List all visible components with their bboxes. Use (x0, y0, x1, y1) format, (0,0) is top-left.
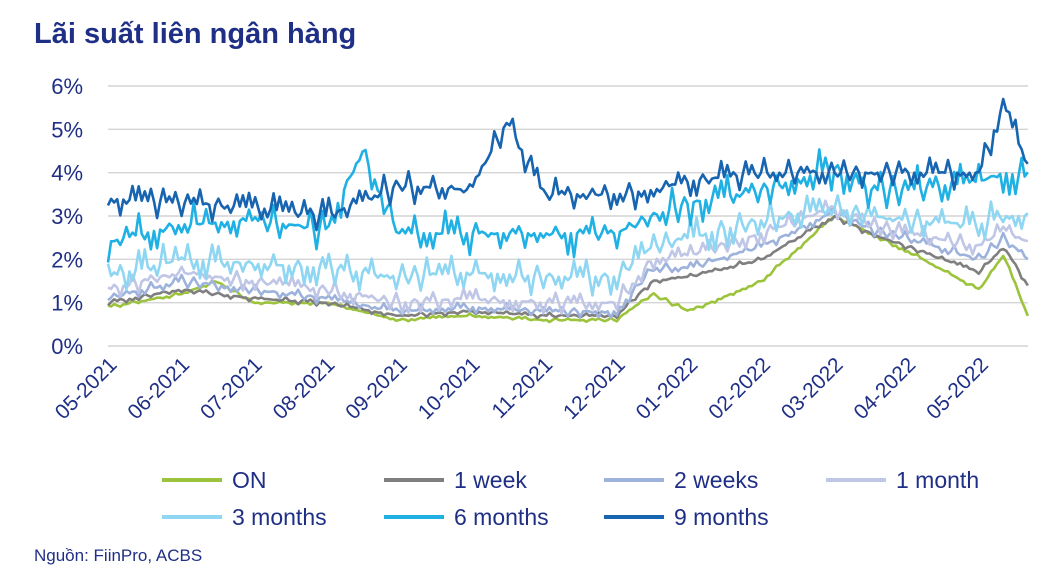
legend-label: 2 weeks (674, 467, 758, 493)
series-line-3-months (106, 194, 1029, 297)
x-tick-label: 03-2022 (777, 353, 848, 424)
x-tick-label: 06-2021 (123, 353, 194, 424)
x-tick-label: 07-2021 (196, 353, 267, 424)
chart-title: Lãi suất liên ngân hàng (34, 18, 357, 50)
series-line-1-month (107, 199, 1029, 315)
legend-label: 3 months (232, 504, 327, 530)
legend-label: 1 month (896, 467, 979, 493)
x-tick-label: 02-2022 (704, 353, 775, 424)
y-tick-label: 1% (51, 291, 83, 316)
series-line-9-months (106, 97, 1029, 232)
series-line-2-weeks (107, 206, 1029, 319)
y-tick-label: 4% (51, 161, 83, 186)
x-tick-label: 09-2021 (341, 353, 412, 424)
x-tick-label: 04-2022 (850, 353, 921, 424)
legend-label: 9 months (674, 504, 769, 530)
series-line-6-months (106, 148, 1029, 263)
y-tick-label: 0% (51, 334, 83, 359)
x-tick-label: 10-2021 (414, 353, 485, 424)
y-tick-label: 5% (51, 117, 83, 142)
x-tick-label: 11-2021 (488, 353, 558, 423)
x-tick-label: 01-2022 (632, 353, 703, 424)
x-tick-label: 05-2021 (51, 353, 122, 424)
y-tick-label: 6% (51, 74, 83, 99)
y-tick-label: 2% (51, 247, 83, 272)
x-tick-label: 08-2021 (269, 353, 340, 424)
x-tick-label: 05-2022 (922, 353, 993, 424)
source-note: Nguồn: FiinPro, ACBS (34, 546, 203, 565)
x-tick-label: 12-2021 (559, 353, 630, 424)
legend-label: 1 week (454, 467, 527, 493)
y-tick-label: 3% (51, 204, 83, 229)
legend-label: 6 months (454, 504, 549, 530)
legend-label: ON (232, 467, 267, 493)
